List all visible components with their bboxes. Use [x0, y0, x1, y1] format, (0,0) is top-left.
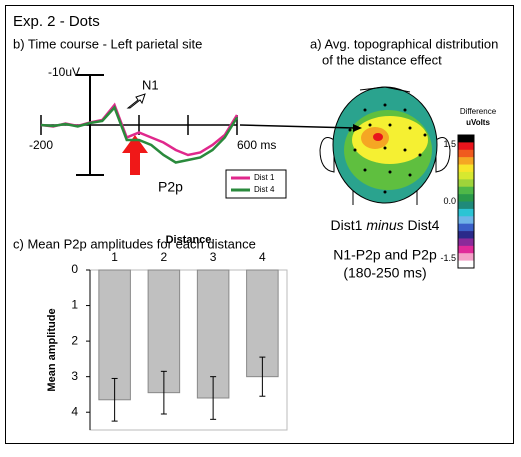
x-tick-label: 600 ms: [237, 138, 276, 152]
y-tick-label: 4: [71, 404, 78, 418]
y-tick-label: 3: [71, 369, 78, 383]
x-tick-label: 1: [111, 250, 118, 264]
colorbar-cell: [458, 231, 474, 239]
colorbar-cell: [458, 149, 474, 158]
topo-caption: (180-250 ms): [343, 265, 426, 281]
y-tick-label: 2: [71, 333, 78, 347]
legend-label: Dist 1: [254, 173, 275, 182]
colorbar-cell: [458, 223, 474, 232]
x-axis-label: Distance: [166, 234, 212, 246]
series-line: [40, 105, 239, 164]
x-tick-label: 3: [210, 250, 217, 264]
y-tick-label: 1: [71, 298, 78, 312]
colorbar-tick-label: 1.5: [443, 139, 456, 149]
topo-caption: N1-P2p and P2p: [333, 247, 437, 263]
frame: [5, 5, 514, 444]
colorbar-cell: [458, 186, 474, 195]
figure-title: Exp. 2 - Dots: [13, 13, 100, 30]
annotation: N1: [142, 77, 159, 92]
legend: [225, 169, 287, 199]
y-axis-label: Mean amplitude: [46, 308, 58, 391]
pointer-arrow-head: [353, 124, 362, 132]
colorbar-cell: [458, 179, 474, 188]
colorbar-cell: [458, 260, 474, 269]
x-tick-label: -200: [29, 138, 53, 152]
colorbar-cell: [458, 208, 474, 217]
topo-title: a) Avg. topographical distribution: [310, 36, 498, 51]
y-tick-label: 0: [71, 262, 78, 276]
colorbar-cell: [458, 171, 474, 180]
colorbar-cell: [458, 253, 474, 261]
colorbar-cell: [458, 142, 474, 151]
colorbar-cell: [458, 238, 474, 247]
colorbar-title: Difference: [460, 107, 497, 116]
topo-title: of the distance effect: [322, 52, 442, 67]
erp-title: b) Time course - Left parietal site: [13, 36, 202, 51]
x-tick-label: 4: [259, 250, 266, 264]
colorbar-cell: [458, 216, 474, 224]
colorbar-cell: [458, 164, 474, 173]
colorbar-frame: [457, 134, 475, 269]
colorbar-tick-label: -1.5: [440, 253, 456, 263]
colorbar-cell: [458, 194, 474, 202]
annotation: P2p: [158, 179, 183, 195]
pointer-arrow: [239, 124, 356, 129]
p2p-arrow: [122, 135, 148, 175]
head: [319, 86, 451, 205]
colorbar-cell: [458, 135, 474, 143]
y-tick-label: -10uV: [48, 65, 80, 79]
bar-title: c) Mean P2p amplitudes for each distance: [13, 236, 256, 251]
topo-caption: Dist1 minus Dist4: [331, 217, 440, 233]
colorbar-cell: [458, 245, 474, 254]
caption-part: Dist4: [404, 217, 440, 233]
caption-part: minus: [366, 217, 403, 233]
colorbar-tick-label: 0.0: [443, 196, 456, 206]
n1-arrow: [126, 93, 146, 109]
colorbar-cell: [458, 157, 474, 165]
x-tick-label: 2: [161, 250, 168, 264]
legend-label: Dist 4: [254, 185, 275, 194]
caption-part: Dist1: [331, 217, 367, 233]
colorbar-cell: [458, 201, 474, 210]
colorbar-title: uVolts: [466, 118, 490, 127]
